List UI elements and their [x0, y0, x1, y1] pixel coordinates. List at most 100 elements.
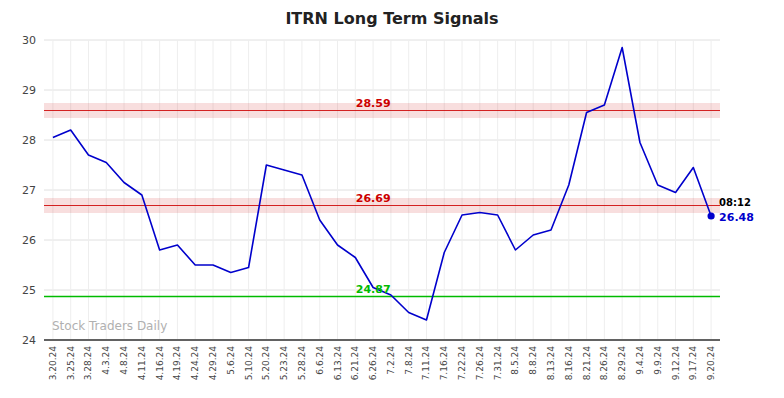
grid-line — [141, 40, 142, 340]
y-tick-label: 28 — [22, 134, 36, 147]
grid-line — [444, 40, 445, 340]
reference-line — [44, 296, 720, 298]
x-tick-label: 6.6.24 — [315, 346, 325, 375]
grid-line — [337, 40, 338, 340]
grid-line — [639, 40, 640, 340]
grid-line — [266, 40, 267, 340]
grid-line — [568, 40, 569, 340]
grid-line — [551, 40, 552, 340]
y-tick-label: 25 — [22, 284, 36, 297]
y-tick-label: 30 — [22, 34, 36, 47]
x-tick-label: 9.4.24 — [635, 346, 645, 375]
grid-line — [44, 40, 720, 41]
grid-line — [408, 40, 409, 340]
grid-line — [497, 40, 498, 340]
grid-line — [177, 40, 178, 340]
x-tick-label: 4.24.24 — [190, 346, 200, 381]
x-tick-label: 7.22.24 — [457, 346, 467, 381]
grid-line — [44, 240, 720, 241]
grid-line — [159, 40, 160, 340]
grid-line — [230, 40, 231, 340]
x-tick-label: 7.11.24 — [421, 346, 431, 381]
x-tick-label: 8.5.24 — [510, 346, 520, 375]
x-tick-label: 6.13.24 — [333, 346, 343, 381]
x-tick-label: 4.11.24 — [137, 346, 147, 381]
x-tick-label: 8.26.24 — [599, 346, 609, 381]
x-tick-label: 8.13.24 — [546, 346, 556, 381]
plot-area — [44, 48, 720, 321]
grid-line — [301, 40, 302, 340]
grid-line — [711, 40, 712, 340]
grid-line — [622, 40, 623, 340]
x-tick-label: 6.26.24 — [368, 346, 378, 381]
x-tick-label: 7.2.24 — [386, 346, 396, 375]
grid-line — [52, 40, 53, 340]
grid-line — [248, 40, 249, 340]
x-tick-label: 4.8.24 — [119, 346, 129, 375]
price-line — [53, 48, 711, 321]
grid-line — [586, 40, 587, 340]
annotation-price: 26.48 — [719, 211, 754, 224]
grid-line — [479, 40, 480, 340]
x-tick-label: 9.20.24 — [706, 346, 716, 381]
grid-line — [44, 140, 720, 141]
chart: ITRN Long Term Signals 24 25 26 27 28 29 30 3.20… — [0, 0, 784, 398]
reference-label: 24.87 — [356, 283, 391, 296]
x-tick-label: 3.28.24 — [83, 346, 93, 381]
x-tick-label: 7.16.24 — [439, 346, 449, 381]
x-tick-label: 4.16.24 — [155, 346, 165, 381]
y-tick-label: 29 — [22, 84, 36, 97]
x-tick-label: 5.6.24 — [226, 346, 236, 375]
grid-line — [426, 40, 427, 340]
grid-line — [462, 40, 463, 340]
grid-line — [675, 40, 676, 340]
reference-label: 26.69 — [356, 192, 391, 205]
x-tick-label: 5.20.24 — [261, 346, 271, 381]
grid-line — [319, 40, 320, 340]
grid-line — [213, 40, 214, 340]
x-tick-label: 9.12.24 — [671, 346, 681, 381]
grid-line — [515, 40, 516, 340]
grid — [44, 40, 720, 340]
grid-line — [195, 40, 196, 340]
x-axis-line — [44, 339, 720, 341]
grid-line — [124, 40, 125, 340]
grid-line — [106, 40, 107, 340]
x-tick-label: 8.21.24 — [582, 346, 592, 381]
grid-line — [88, 40, 89, 340]
reference-label: 28.59 — [356, 97, 391, 110]
annotation-time: 08:12 — [719, 197, 751, 208]
grid-line — [44, 340, 720, 341]
y-tick-label: 24 — [22, 334, 36, 347]
x-tick-label: 5.28.24 — [297, 346, 307, 381]
x-tick-label: 5.23.24 — [279, 346, 289, 381]
x-tick-label: 7.31.24 — [493, 346, 503, 381]
reference-line — [44, 110, 720, 111]
x-tick-label: 6.21.24 — [350, 346, 360, 381]
grid-line — [693, 40, 694, 340]
x-tick-label: 4.29.24 — [208, 346, 218, 381]
grid-line — [284, 40, 285, 340]
x-tick-label: 8.8.24 — [528, 346, 538, 375]
grid-line — [604, 40, 605, 340]
x-tick-label: 9.17.24 — [688, 346, 698, 381]
grid-line — [70, 40, 71, 340]
x-tick-label: 9.9.24 — [653, 346, 663, 375]
y-tick-label: 27 — [22, 184, 36, 197]
grid-line — [44, 90, 720, 91]
x-tick-label: 8.16.24 — [564, 346, 574, 381]
grid-line — [657, 40, 658, 340]
x-tick-label: 4.19.24 — [172, 346, 182, 381]
watermark: Stock Traders Daily — [52, 319, 167, 333]
x-tick-label: 3.25.24 — [66, 346, 76, 381]
y-tick-label: 26 — [22, 234, 36, 247]
x-tick-label: 3.20.24 — [48, 346, 58, 381]
x-tick-label: 8.29.24 — [617, 346, 627, 381]
x-tick-label: 4.3.24 — [101, 346, 111, 375]
x-tick-label: 7.8.24 — [404, 346, 414, 375]
last-point — [708, 212, 715, 219]
x-tick-label: 5.10.24 — [244, 346, 254, 381]
grid-line — [533, 40, 534, 340]
x-tick-label: 7.26.24 — [475, 346, 485, 381]
title: ITRN Long Term Signals — [285, 9, 498, 28]
